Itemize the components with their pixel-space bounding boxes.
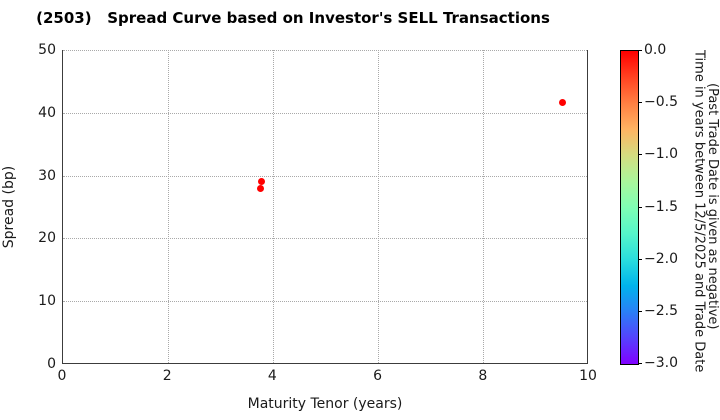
colorbar-tick-label: −3.0 (644, 355, 678, 371)
scatter-point (258, 178, 266, 186)
y-gridline (63, 175, 587, 177)
x-gridline (483, 50, 485, 363)
colorbar-tick (638, 50, 642, 51)
x-gridline (167, 50, 169, 363)
x-axis-label: Maturity Tenor (years) (247, 396, 403, 412)
scatter-point (256, 184, 264, 192)
x-tick-label: 4 (267, 368, 277, 384)
colorbar-tick (638, 363, 642, 364)
colorbar-tick (638, 154, 642, 156)
x-tick-label: 6 (373, 368, 383, 384)
colorbar-tick (638, 310, 642, 312)
colorbar-label-line2: (Past Trade Date is given as negative) (705, 83, 720, 330)
y-gridline (63, 50, 587, 51)
colorbar-tick-label: −1.5 (644, 198, 678, 215)
y-axis-label: Spread (bp) (1, 165, 17, 249)
y-gridline (63, 238, 587, 240)
chart-title: (2503) Spread Curve based on Investor's … (36, 9, 550, 27)
y-tick-label: 50 (38, 42, 56, 58)
colorbar-tick-label: −2.5 (644, 302, 678, 319)
x-tick-label: 2 (162, 368, 172, 384)
colorbar-tick (638, 258, 642, 260)
y-tick-label: 40 (38, 104, 56, 121)
y-tick-label: 30 (38, 167, 56, 184)
colorbar-tick (638, 206, 642, 208)
y-tick-label: 10 (38, 293, 56, 310)
plot-area (62, 50, 588, 364)
x-tick-label: 8 (478, 368, 488, 384)
y-gridline (63, 301, 587, 303)
y-gridline (63, 112, 587, 114)
colorbar-tick-label: −1.0 (644, 146, 678, 163)
x-tick-label: 10 (579, 368, 597, 384)
y-tick-label: 0 (47, 356, 56, 372)
colorbar-tick-label: −2.0 (644, 250, 678, 267)
colorbar (620, 50, 639, 365)
x-tick-label: 0 (57, 368, 67, 384)
colorbar-label-line1: Time in years between 12/5/2025 and Trad… (691, 50, 707, 373)
colorbar-tick-label: 0.0 (644, 42, 667, 58)
x-gridline (272, 50, 274, 363)
scatter-point (558, 99, 566, 107)
colorbar-tick (638, 102, 642, 104)
colorbar-label: Time in years between 12/5/2025 and Trad… (691, 50, 720, 373)
y-tick-label: 20 (38, 230, 56, 247)
x-gridline (378, 50, 380, 363)
colorbar-tick-label: −0.5 (644, 94, 678, 111)
